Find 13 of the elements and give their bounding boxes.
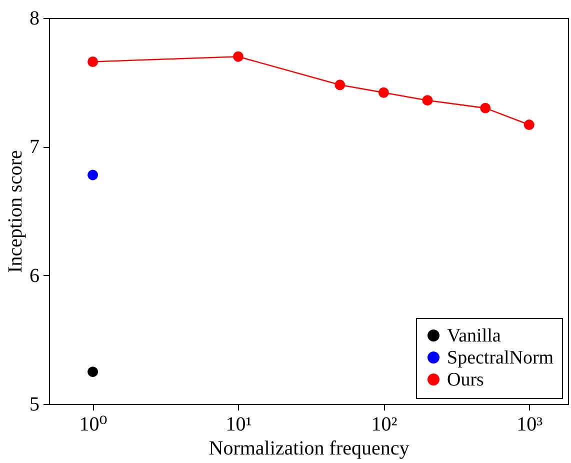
legend-label: Ours	[447, 370, 484, 390]
x-tick-label: 10⁰	[79, 414, 108, 436]
x-tick-label: 10²	[371, 414, 398, 436]
y-axis-title: Inception score	[4, 150, 26, 273]
y-tick-label: 6	[30, 264, 40, 287]
legend-label: SpectralNorm	[447, 348, 554, 368]
y-tick-label: 7	[30, 136, 40, 158]
legend-label: Vanilla	[447, 326, 502, 346]
y-tick-label: 5	[30, 394, 40, 416]
x-axis-title: Normalization frequency	[208, 438, 410, 460]
y-tick-label: 8	[30, 8, 40, 30]
x-tick-label: 10³	[516, 414, 543, 436]
x-tick-label: 10¹	[226, 414, 252, 436]
